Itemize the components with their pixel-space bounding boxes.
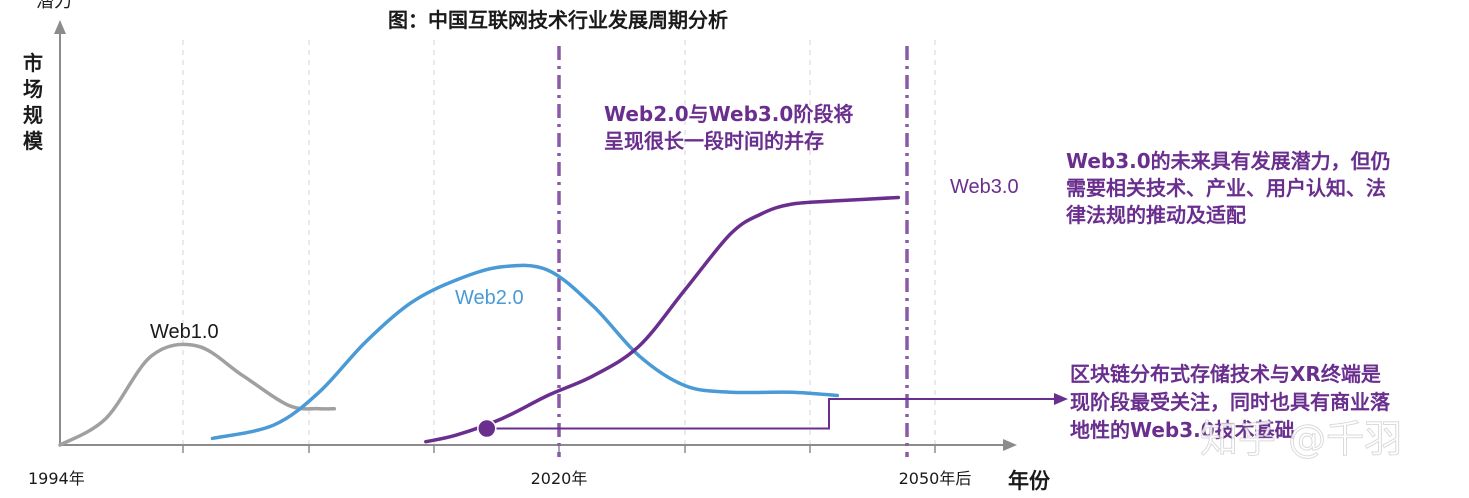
annotation-text-line: 现阶段最受关注，同时也具有商业落	[1070, 390, 1391, 414]
x-axis-label: 年份	[1008, 469, 1051, 493]
annotation-text-line: 需要相关技术、产业、用户认知、法	[1066, 176, 1386, 200]
y-axis-label-char: 模	[23, 129, 44, 153]
annotation-text-line: 区块链分布式存储技术与XR终端是	[1070, 362, 1381, 386]
series-line-web10	[58, 342, 337, 447]
annotation-connector	[486, 398, 1058, 430]
annotation-text-line: 地性的Web3.0技术基础	[1070, 418, 1295, 442]
series-label: Web2.0	[455, 287, 524, 309]
x-tick-label: 2020年	[531, 469, 588, 488]
x-tick-label: 1994年	[28, 469, 85, 488]
y-label-top: 潜力	[36, 0, 72, 12]
series-line-web20	[210, 263, 840, 441]
y-axis-label-char: 场	[23, 77, 43, 101]
annotation-text-line: 呈现很长一段时间的并存	[604, 129, 824, 153]
y-axis-arrow	[54, 20, 66, 34]
series-label: Web3.0	[950, 176, 1019, 198]
watermark-text: 知乎 @千羽	[1200, 417, 1402, 461]
highlight-point	[477, 418, 497, 439]
series-line-web30	[424, 195, 901, 444]
series-label: Web1.0	[150, 321, 219, 343]
annotation-arrowhead	[1054, 393, 1068, 405]
annotation-text-line: Web3.0的未来具有发展潜力，但仍	[1066, 149, 1391, 173]
annotation-text-line: 律法规的推动及适配	[1066, 203, 1246, 227]
y-axis-label-char: 市	[23, 51, 43, 75]
y-axis-label-char: 规	[23, 103, 43, 127]
x-axis-arrow	[1003, 439, 1017, 451]
annotation-text-line: Web2.0与Web3.0阶段将	[604, 102, 853, 126]
x-tick-label: 2050年后	[899, 469, 972, 488]
chart-title: 图：中国互联网技术行业发展周期分析	[388, 8, 728, 32]
